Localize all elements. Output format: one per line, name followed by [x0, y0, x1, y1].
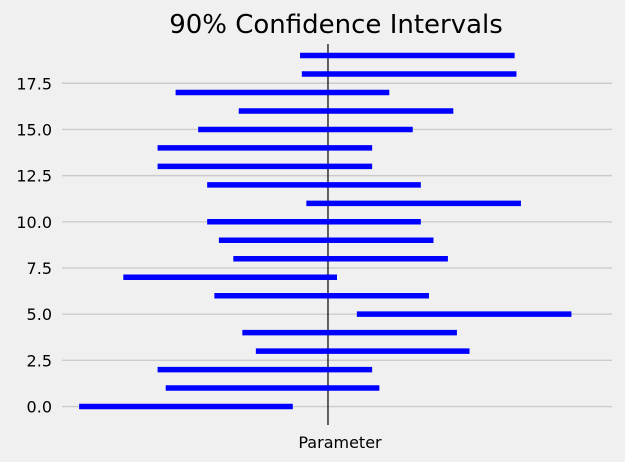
y-tick-label: 17.5	[16, 74, 52, 93]
x-axis-label: Parameter	[298, 433, 382, 452]
y-tick-labels: 0.0 2.5 5.0 7.5 10.0 12.5 15.0 17.5	[16, 74, 52, 416]
interval-bars	[79, 52, 572, 410]
y-tick-label: 10.0	[16, 213, 52, 232]
y-tick-label: 0.0	[27, 398, 52, 417]
y-tick-label: 7.5	[27, 259, 52, 278]
y-tick-label: 15.0	[16, 120, 52, 139]
y-tick-label: 12.5	[16, 167, 52, 186]
chart-title: 90% Confidence Intervals	[169, 10, 503, 40]
y-tick-label: 5.0	[27, 305, 52, 324]
y-tick-label: 2.5	[27, 351, 52, 370]
